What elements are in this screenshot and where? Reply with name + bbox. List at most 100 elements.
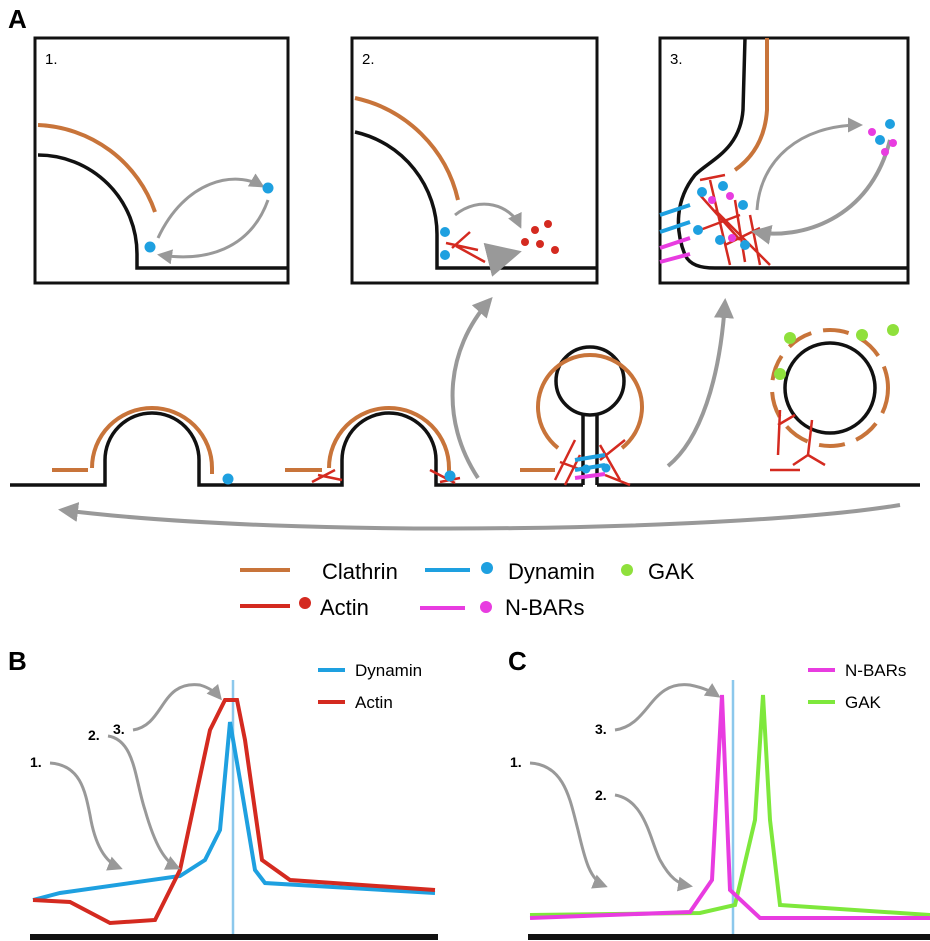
dot — [885, 119, 895, 129]
shape — [157, 199, 270, 265]
shape — [107, 734, 181, 870]
stage-label: 2. — [595, 787, 607, 803]
curve — [32, 698, 436, 926]
dot — [531, 226, 539, 234]
dot — [708, 196, 716, 204]
dot — [440, 227, 450, 237]
shape — [37, 153, 288, 270]
dot — [718, 181, 728, 191]
dot — [881, 148, 889, 156]
shape — [450, 297, 493, 480]
dot — [868, 128, 876, 136]
stage-label: 1. — [30, 754, 42, 770]
legend-label: Actin — [355, 693, 393, 712]
stage-label: 2. — [88, 727, 100, 743]
shape — [553, 439, 631, 487]
curve — [529, 694, 930, 917]
shape — [614, 793, 693, 892]
shape — [156, 173, 265, 239]
curve — [32, 721, 436, 902]
dot — [784, 332, 796, 344]
dot — [480, 601, 492, 613]
endocytosis-scene — [10, 297, 920, 531]
dot — [693, 225, 703, 235]
panel-c: C N-BARs GAK 1. 2. 3. — [508, 646, 930, 940]
inset-number: 3. — [670, 51, 683, 68]
panel-label: C — [508, 646, 527, 676]
panel-label: A — [8, 4, 27, 34]
shape — [354, 96, 460, 201]
shape — [659, 203, 691, 234]
panel-b: B Dynamin Actin 1. 2. 3. — [8, 646, 438, 940]
dot — [738, 200, 748, 210]
shape — [354, 130, 597, 270]
shape — [483, 242, 522, 277]
legend-label: Dynamin — [508, 559, 595, 584]
dot — [554, 345, 626, 417]
inset-3: 3. — [658, 36, 910, 285]
dot — [856, 329, 868, 341]
dot — [144, 241, 156, 253]
dot — [521, 238, 529, 246]
stage-label: 3. — [113, 721, 125, 737]
dot — [551, 246, 559, 254]
dot — [581, 464, 591, 474]
dot — [697, 187, 707, 197]
panel-label: B — [8, 646, 27, 676]
shape — [454, 202, 522, 229]
shape — [574, 472, 606, 480]
inset-number: 2. — [362, 51, 375, 68]
inset-number: 1. — [45, 51, 58, 68]
dot — [601, 463, 611, 473]
shape — [666, 298, 734, 468]
dot — [262, 182, 274, 194]
dot — [481, 562, 493, 574]
shape — [520, 353, 644, 472]
dot — [887, 324, 899, 336]
inset-1: 1. — [33, 36, 290, 285]
legend-label: N-BARs — [505, 595, 584, 620]
dot — [544, 220, 552, 228]
legend-label: GAK — [845, 693, 882, 712]
dot — [740, 240, 750, 250]
shape — [659, 236, 691, 264]
shape — [58, 502, 901, 531]
legend: Clathrin Dynamin GAK Actin N-BARs — [240, 559, 695, 620]
frame — [658, 36, 910, 285]
dot — [299, 597, 311, 609]
shape — [770, 409, 826, 472]
legend-label: Dynamin — [355, 661, 422, 680]
shape — [285, 406, 451, 474]
dot — [770, 328, 890, 448]
inset-2: 2. — [350, 36, 599, 285]
shape — [733, 38, 769, 172]
shape — [49, 761, 123, 871]
dot — [774, 368, 786, 380]
shape — [529, 761, 608, 889]
dot — [889, 139, 897, 147]
dot — [726, 192, 734, 200]
dot — [440, 250, 450, 260]
dot — [444, 470, 456, 482]
dot — [875, 135, 885, 145]
dot — [783, 341, 877, 435]
shape — [311, 468, 461, 485]
stage-label: 3. — [595, 721, 607, 737]
shape — [132, 683, 222, 732]
shape — [614, 683, 721, 732]
shape — [755, 117, 863, 211]
dot — [728, 234, 736, 242]
legend-label: Actin — [320, 595, 369, 620]
dot — [621, 564, 633, 576]
frame — [350, 36, 599, 285]
shape — [445, 231, 486, 264]
curve — [529, 694, 930, 920]
dot — [715, 235, 725, 245]
shape — [52, 406, 214, 474]
frame — [33, 36, 290, 285]
legend-label: N-BARs — [845, 661, 906, 680]
shape — [751, 139, 892, 245]
dot — [222, 473, 234, 485]
legend-label: GAK — [648, 559, 695, 584]
